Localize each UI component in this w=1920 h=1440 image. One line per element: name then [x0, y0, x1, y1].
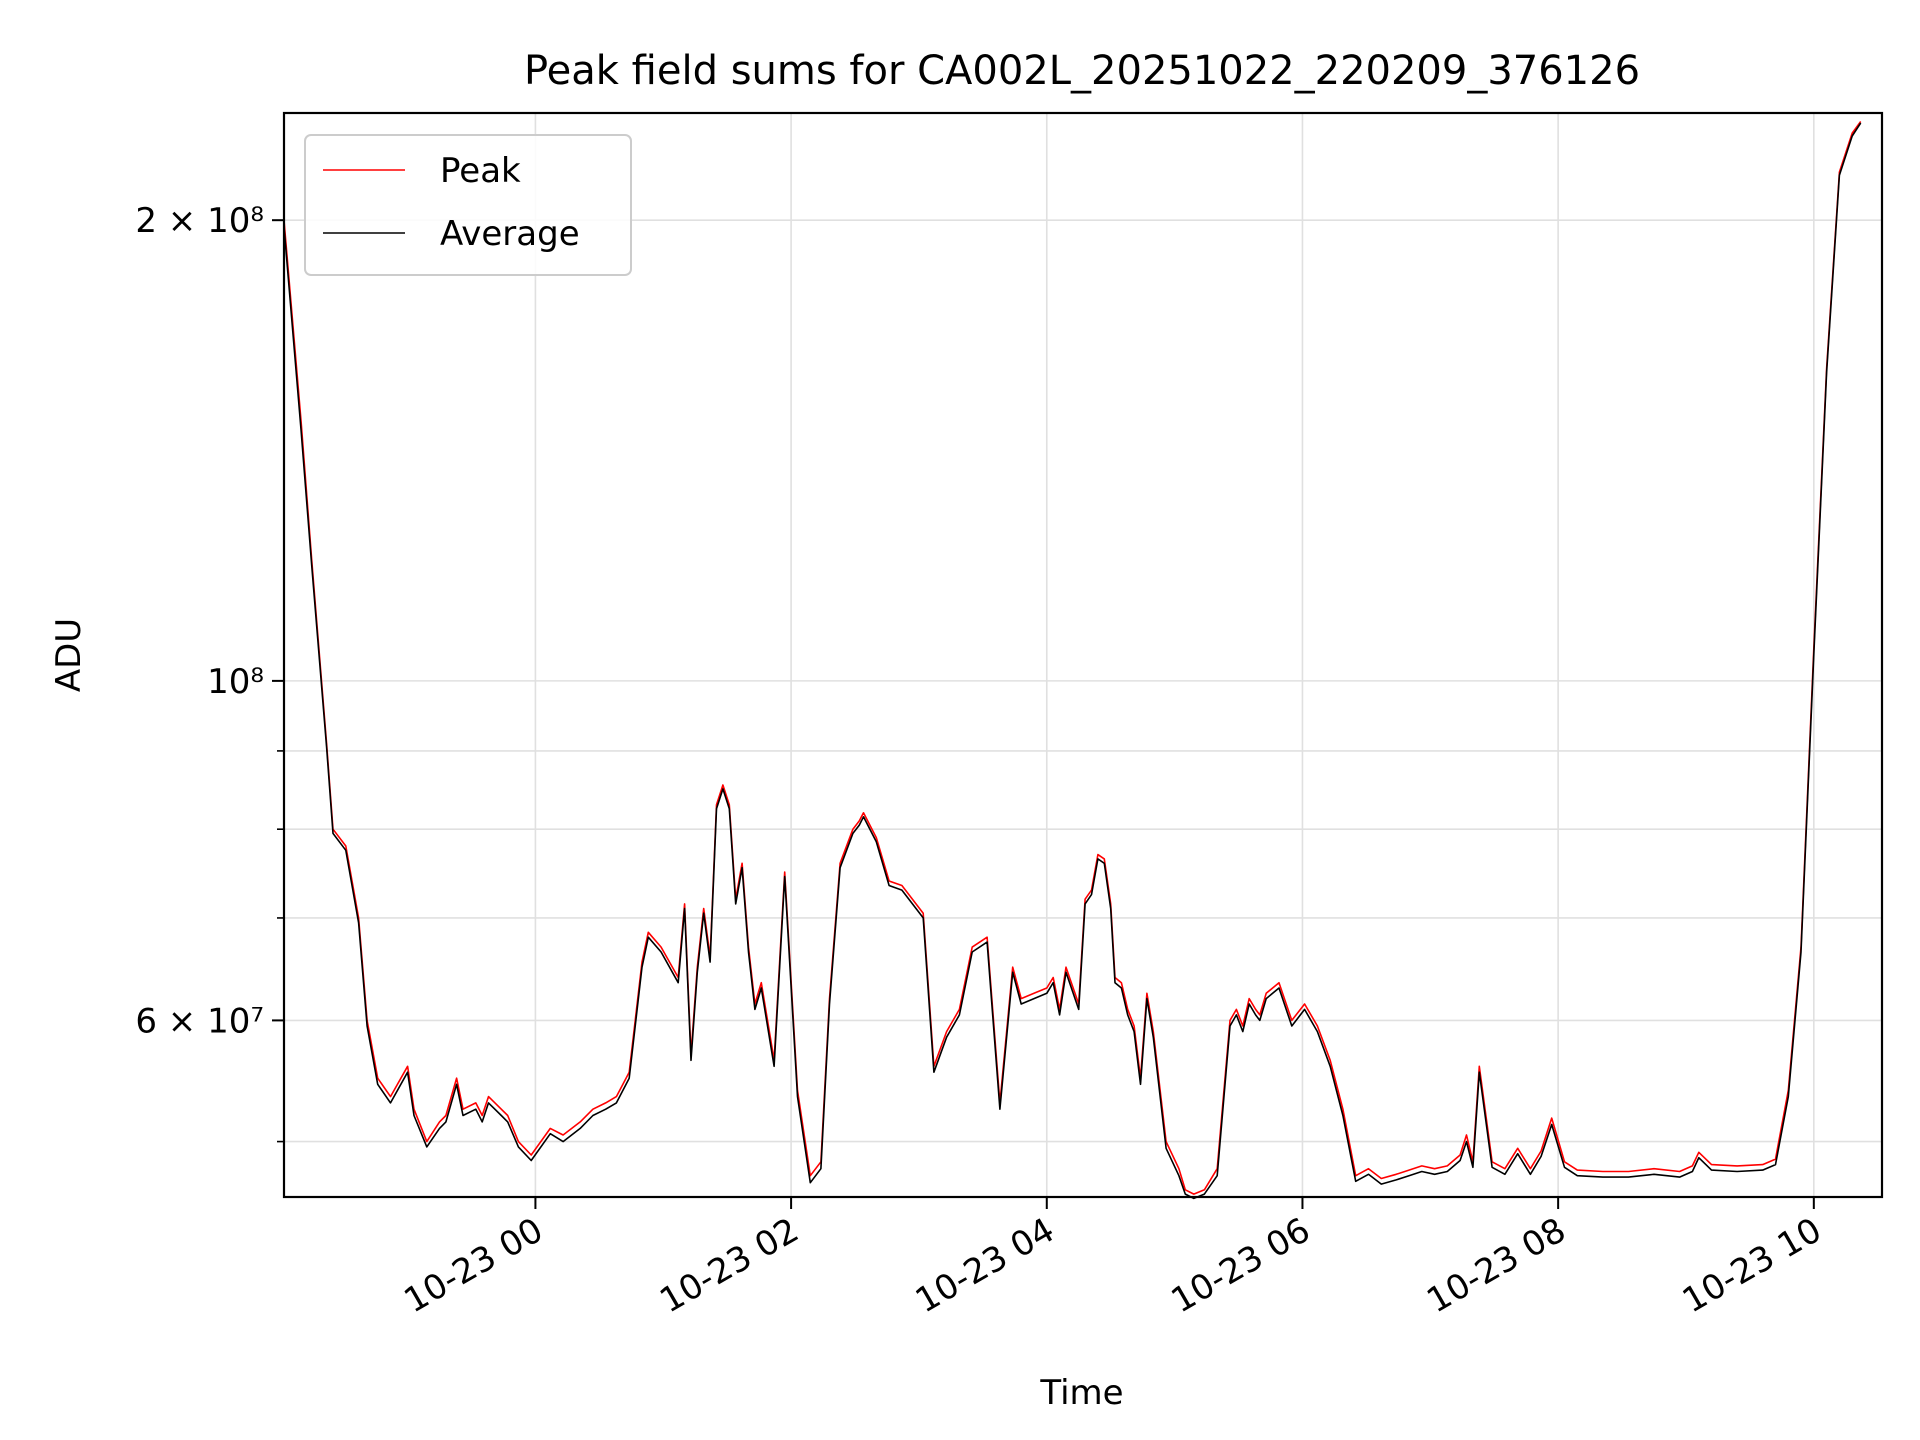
series-line-average	[283, 122, 1862, 1200]
y-tick-label: 6 × 10⁷	[135, 1001, 264, 1041]
legend-label-peak: Peak	[440, 151, 521, 191]
series-lines	[283, 121, 1862, 1200]
series-line-peak	[283, 121, 1862, 1195]
legend-label-average: Average	[440, 214, 580, 254]
chart-title: Peak field sums for CA002L_20251022_2202…	[524, 48, 1640, 94]
legend: Peak Average	[304, 134, 632, 276]
y-axis-label: ADU	[49, 618, 89, 692]
y-tick-label: 10⁸	[207, 662, 264, 702]
y-tick-label: 2 × 10⁸	[135, 201, 264, 241]
x-axis-label: Time	[1039, 1373, 1123, 1413]
plot-frame	[282, 111, 1884, 1199]
y-axis-ticks: 2 × 10⁸ 10⁸ 6 × 10⁷	[135, 201, 284, 1143]
